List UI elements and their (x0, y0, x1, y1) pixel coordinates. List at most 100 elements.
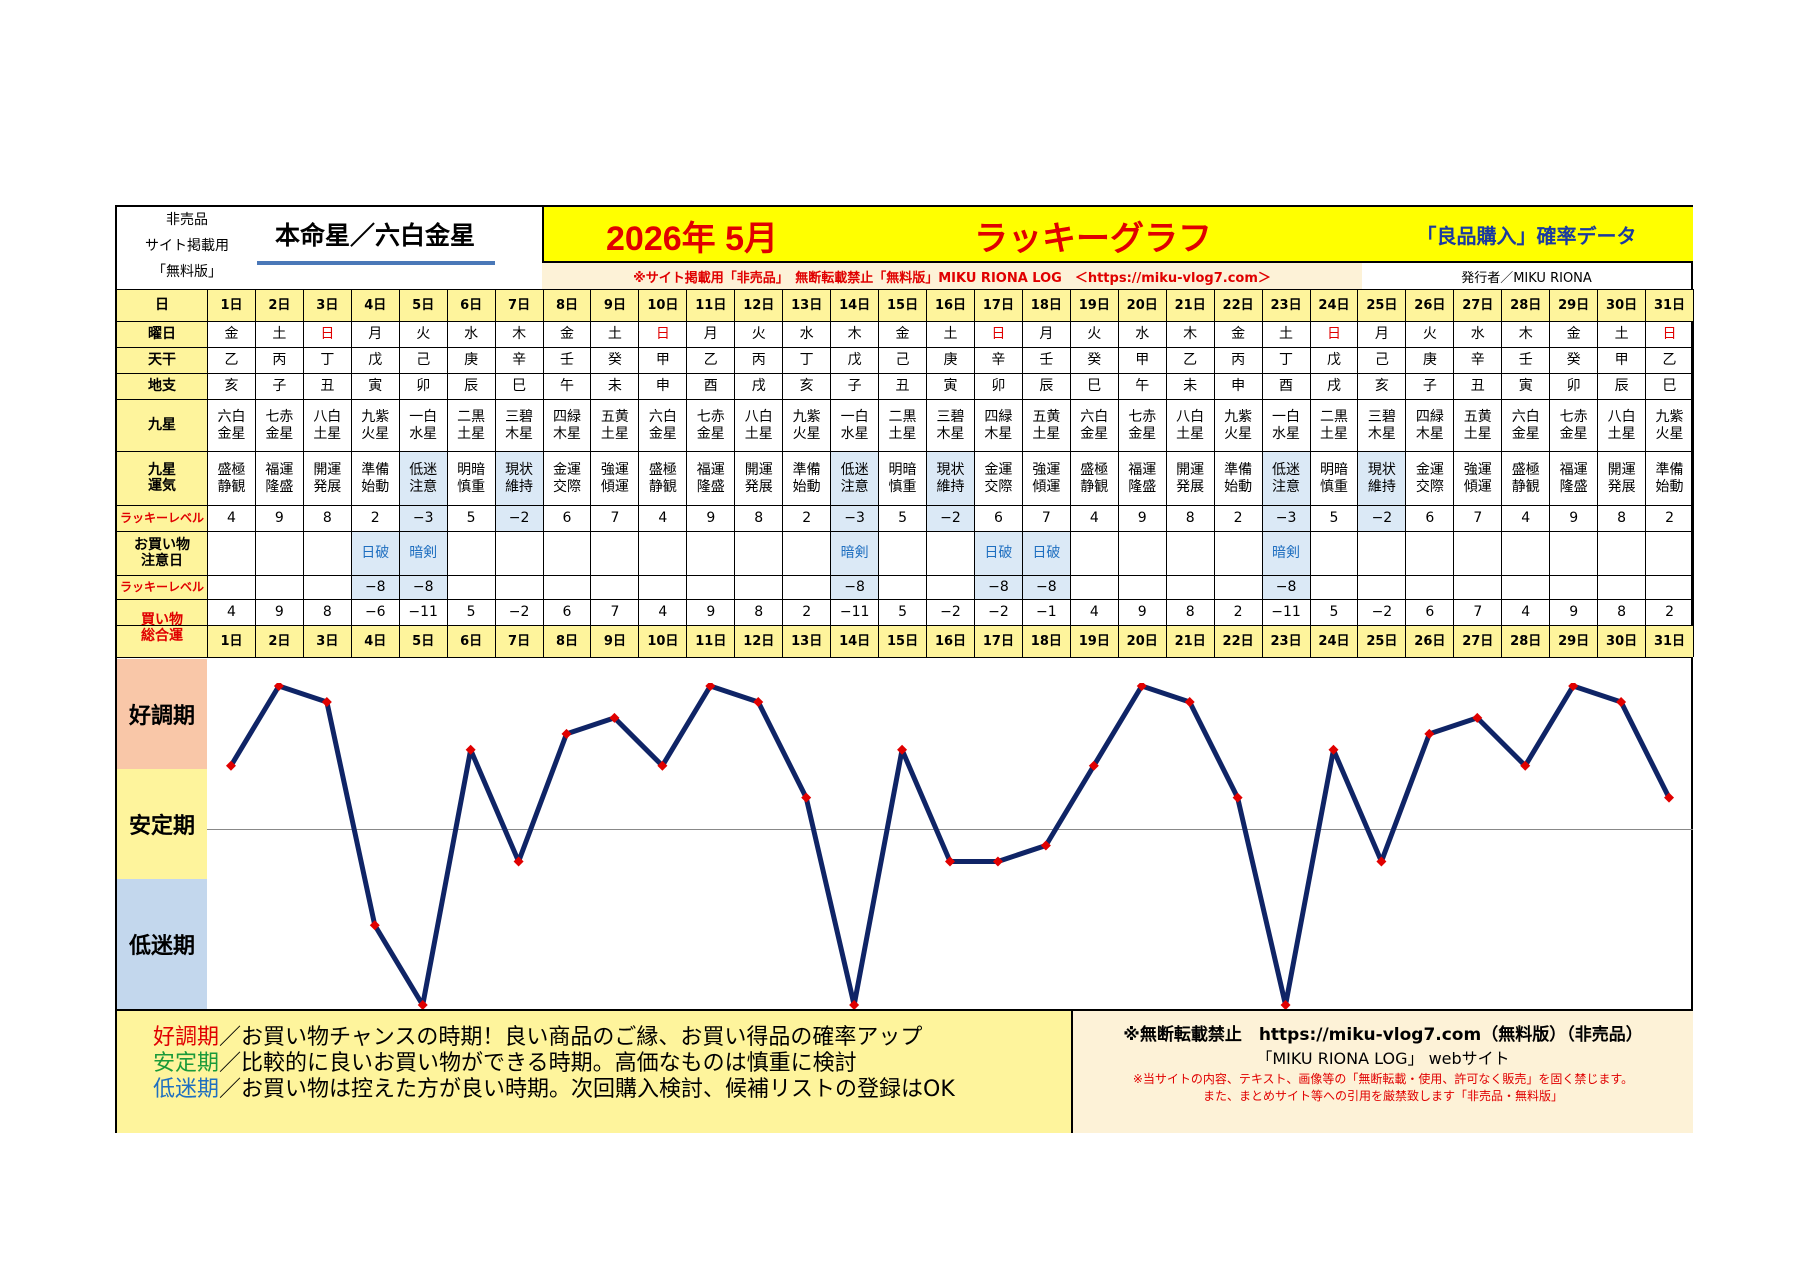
data-point-5 (417, 1000, 428, 1009)
lucky-level-cell: 2 (802, 510, 812, 526)
grid-col-line (1645, 289, 1647, 657)
kyusei-cell: 九紫 火星 (352, 400, 399, 451)
day-cell: 16日 (927, 290, 974, 321)
grid-row-line (117, 347, 1691, 348)
unki-cell-line: 発展 (1176, 478, 1205, 495)
chishi-cell: 丑 (1470, 378, 1485, 394)
chishi-cell: 申 (1231, 378, 1246, 394)
weekday-cell: 日 (655, 326, 670, 342)
kyusei-cell-line: 四緑 (553, 408, 581, 425)
row-label-weekday: 曜日 (117, 321, 207, 347)
grid-col-line (254, 289, 256, 657)
caution-cell (879, 532, 926, 575)
chishi-cell: 巳 (1087, 378, 1102, 394)
unki-cell: 強運 傾運 (591, 452, 638, 505)
kyusei-cell: 八白 土星 (1167, 400, 1214, 451)
unki-cell: 盛極 静観 (208, 452, 255, 505)
grid-col-line (350, 289, 352, 657)
weekday-cell: 金 (1566, 326, 1581, 342)
unki-cell-line: 強運 (1032, 461, 1061, 478)
lucky-level-cell: 6 (562, 510, 572, 526)
kyusei-cell: 五黄 土星 (591, 400, 638, 451)
tenkan-cell: 乙 (703, 352, 718, 368)
grid-col-line (446, 289, 448, 657)
unki-cell-line: 盛極 (1080, 461, 1109, 478)
unki-cell: 現状 維持 (1358, 452, 1406, 505)
lucky-level-cell: 5 (1329, 510, 1339, 526)
day-footer-cell: 9日 (591, 626, 639, 657)
unki-cell: 金運 交際 (544, 452, 591, 505)
legend-box: 好調期／お買い物チャンスの時期！良い商品のご縁、お買い得品の確率アップ 安定期／… (117, 1009, 1073, 1133)
caution-level-cell (735, 576, 782, 599)
caution-level-cell (591, 576, 638, 599)
total-cell: 9 (1569, 604, 1579, 620)
day-cell: 21日 (1166, 290, 1214, 321)
kyusei-cell-line: 七赤 (1559, 408, 1588, 425)
kyusei-cell-line: 金星 (1128, 425, 1157, 442)
day-footer-cell: 3日 (303, 626, 351, 657)
kyusei-cell-line: 土星 (1607, 425, 1636, 442)
unki-cell: 強運 傾運 (1023, 452, 1070, 505)
grid-col-line (638, 289, 640, 657)
nonsale-line-2: サイト掲載用 (145, 238, 229, 254)
unki-cell-line: 低迷 (1272, 461, 1301, 478)
unki-cell-line: 準備 (361, 461, 390, 478)
data-point-12 (753, 696, 764, 707)
kyusei-cell: 五黄 土星 (1023, 400, 1070, 451)
row-label-kyusei-unki: 九星 運気 (117, 451, 207, 505)
kyusei-cell-line: 九紫 (1655, 408, 1684, 425)
kyusei-cell: 三碧 木星 (496, 400, 543, 451)
grid-col-line (590, 289, 592, 657)
year-month: 2026年 5月 (606, 220, 778, 258)
nonsale-line-3: 「無料版」 (152, 264, 222, 280)
weekday-cell: 日 (320, 326, 335, 342)
grid-row-line (117, 657, 1691, 658)
kyusei-cell-line: 木星 (505, 425, 534, 442)
day-footer-cell: 7日 (495, 626, 543, 657)
total-cell: 8 (1617, 604, 1627, 620)
kyusei-cell-line: 水星 (840, 425, 869, 442)
unki-cell-line: 発展 (1607, 478, 1636, 495)
caution-cell (1215, 532, 1262, 575)
weekday-cell: 水 (1135, 326, 1150, 342)
weekday-cell: 水 (464, 326, 479, 342)
day-cell: 29日 (1550, 290, 1598, 321)
honmei-underline (257, 261, 495, 265)
grid-row-line (117, 373, 1691, 374)
caution-level-cell (544, 576, 591, 599)
caution-level-cell: −8 (831, 576, 879, 599)
row-label-total-2: 総合運 (141, 628, 183, 644)
legend-stable-term: 安定期 (153, 1051, 220, 1076)
day-footer-cell: 11日 (687, 626, 735, 657)
tenkan-cell: 戊 (368, 352, 383, 368)
kyusei-cell-line: 土星 (1319, 425, 1348, 442)
unki-cell-line: 現状 (1367, 461, 1396, 478)
unki-cell: 準備 始動 (352, 452, 399, 505)
total-cell: −2 (1371, 604, 1393, 620)
nonsale-label: 非売品 サイト掲載用 「無料版」 (117, 207, 257, 287)
kyusei-cell-line: 七赤 (265, 408, 294, 425)
unki-cell-line: 慎重 (457, 478, 486, 495)
chishi-cell: 亥 (224, 378, 239, 394)
total-cell: −1 (1036, 604, 1057, 620)
caution-cell: 日破 (1022, 532, 1070, 575)
unki-cell-line: 盛極 (1511, 461, 1540, 478)
data-point-21 (1184, 696, 1195, 707)
kyusei-cell-line: 金星 (648, 425, 677, 442)
unki-cell: 金運 交際 (1406, 452, 1453, 505)
grid-col-line (1309, 289, 1311, 657)
kyusei-cell-line: 火星 (1655, 425, 1684, 442)
caution-cell (448, 532, 495, 575)
day-cell: 2日 (255, 290, 303, 321)
day-footer-cell: 4日 (351, 626, 399, 657)
kyusei-cell-line: 五黄 (1032, 408, 1061, 425)
tenkan-cell: 辛 (1470, 352, 1485, 368)
day-footer-cell: 1日 (208, 626, 255, 657)
unki-cell-line: 注意 (840, 478, 869, 495)
total-cell: 8 (754, 604, 764, 620)
weekday-cell: 木 (847, 326, 862, 342)
legend-low-term: 低迷期 (153, 1077, 220, 1102)
kyusei-cell-line: 水星 (409, 425, 438, 442)
row-label-total-1: 買い物 (141, 612, 183, 628)
kyusei-cell: 一白 水星 (1263, 400, 1310, 451)
